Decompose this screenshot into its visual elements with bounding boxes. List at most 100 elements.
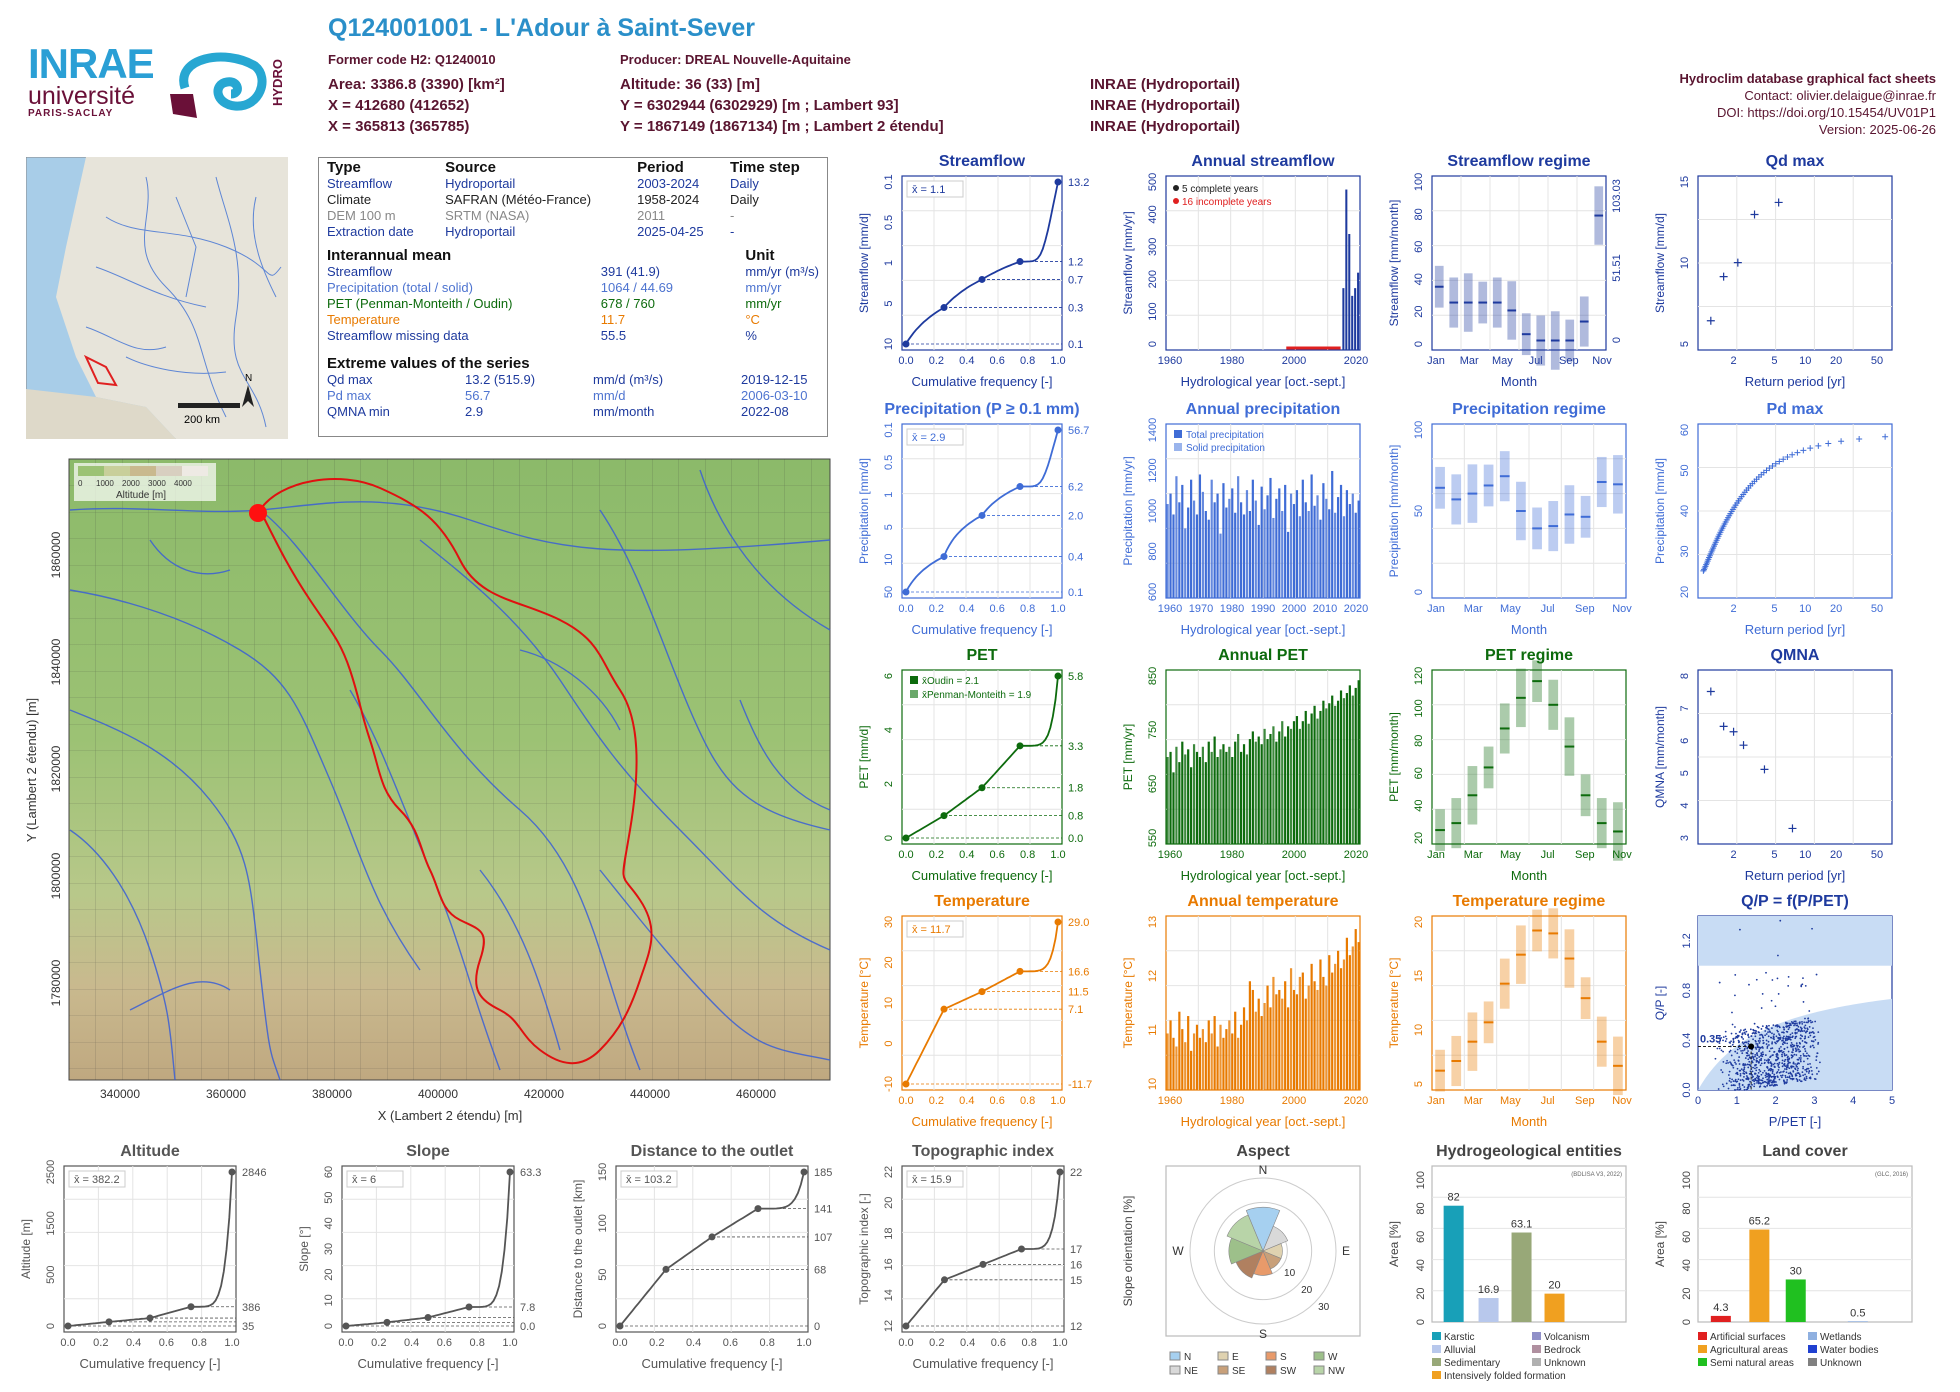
scatter-point xyxy=(1792,1061,1795,1064)
x-tick: 0.6 xyxy=(991,1337,1006,1349)
data-point xyxy=(1731,504,1738,511)
row-cell: 2003-2024 xyxy=(637,176,700,191)
scatter-point xyxy=(1738,1084,1741,1086)
legend-swatch xyxy=(1265,1351,1277,1361)
annual-bar xyxy=(1284,981,1287,1090)
scatter-point xyxy=(1796,1069,1799,1072)
data-point xyxy=(1740,491,1747,498)
scatter-point xyxy=(1748,983,1750,986)
scatter-point xyxy=(1772,1035,1775,1038)
right-tick: 0.3 xyxy=(1068,303,1083,315)
x-tick: 10 xyxy=(1799,603,1811,615)
legend-swatch xyxy=(1169,1365,1181,1375)
scatter-point xyxy=(1781,1074,1784,1077)
regime-range xyxy=(1550,311,1560,370)
annual-bar xyxy=(1166,757,1169,844)
scatter-point xyxy=(1789,1033,1792,1036)
annual-bar xyxy=(1251,989,1254,1090)
y-tick: 50 xyxy=(1413,505,1425,517)
scatter-point xyxy=(1780,1071,1782,1073)
mean-label: x̄ = 11.7 xyxy=(912,924,951,936)
scatter-point xyxy=(1773,1062,1776,1065)
scatter-point xyxy=(1772,1063,1775,1066)
scatter-point xyxy=(1736,1052,1739,1054)
right-tick: 13.2 xyxy=(1068,177,1089,189)
y-tick: 80 xyxy=(1413,208,1425,220)
x-tick: Nov xyxy=(1612,849,1632,861)
scatter-point xyxy=(1793,1053,1796,1056)
scatter-point xyxy=(1771,1081,1774,1084)
scatter-point xyxy=(1758,1048,1761,1051)
regime-range xyxy=(1499,703,1510,754)
annual-bar xyxy=(1210,751,1213,844)
annual-bar xyxy=(1254,1011,1257,1090)
ring-label: 20 xyxy=(1301,1285,1313,1296)
unit-head: Unit xyxy=(745,247,775,264)
contact[interactable]: Contact: olivier.delaigue@inrae.fr xyxy=(1744,88,1936,103)
scatter-point xyxy=(1730,1084,1733,1087)
scatter-point xyxy=(1777,1039,1780,1042)
annual-bar xyxy=(1345,937,1349,1090)
annual-bar xyxy=(1228,498,1231,598)
scatter-point xyxy=(1741,1032,1744,1035)
data-point xyxy=(1739,741,1748,750)
scatter-point xyxy=(1762,1077,1764,1080)
y-tick: 30 xyxy=(1679,545,1691,557)
former-code: Former code H2: Q1240010 xyxy=(328,52,496,67)
scatter-point xyxy=(1784,1068,1786,1070)
scatter-point xyxy=(1779,1038,1781,1040)
data-point xyxy=(1708,548,1715,555)
scatter-point xyxy=(1754,1046,1757,1049)
doi[interactable]: DOI: https://doi.org/10.15454/UV01P1 xyxy=(1717,105,1936,120)
x-tick: 400000 xyxy=(418,1087,458,1101)
y-axis-label: Slope orientation [%] xyxy=(1121,1196,1135,1307)
plot-frame xyxy=(901,669,1063,845)
annual-bar xyxy=(1181,1029,1184,1090)
annual-bar xyxy=(1351,695,1354,844)
scatter-point xyxy=(1738,1082,1741,1085)
scatter-point xyxy=(1773,1080,1776,1083)
plot-frame xyxy=(1431,1165,1627,1323)
data-point xyxy=(1718,527,1725,534)
annual-bar xyxy=(1213,502,1216,598)
scatter-point xyxy=(1791,1077,1794,1080)
scatter-point xyxy=(1783,1082,1786,1085)
scatter-point xyxy=(1756,1025,1759,1028)
data-point xyxy=(1784,454,1791,461)
scatter-point xyxy=(1765,1033,1768,1035)
y-tick: 100 xyxy=(1147,302,1159,320)
mean-label: x̄ = 103.2 xyxy=(626,1174,672,1186)
annual-bar xyxy=(1319,710,1322,844)
category-bar xyxy=(1785,1279,1806,1322)
scatter-point xyxy=(1803,1026,1806,1029)
scatter-point xyxy=(1786,1056,1789,1059)
x-tick: 0.8 xyxy=(470,1337,485,1349)
row-cell: mm/d (m³/s) xyxy=(593,372,664,387)
data-point xyxy=(1729,727,1738,736)
row-cell: SAFRAN (Météo-France) xyxy=(445,192,592,207)
data-point xyxy=(1719,272,1728,281)
row-cell: 11.7 xyxy=(600,312,626,327)
universite-logo: université xyxy=(28,82,135,110)
plot-frame xyxy=(615,1165,809,1333)
scatter-point xyxy=(1720,1069,1723,1071)
annual-bar xyxy=(1336,497,1340,598)
scatter-point xyxy=(1783,1081,1786,1083)
scatter-point xyxy=(1788,1076,1791,1079)
scatter-point xyxy=(1775,1053,1778,1056)
data-point xyxy=(1707,550,1714,557)
scatter-point xyxy=(1796,1058,1799,1061)
cdf-curve xyxy=(905,181,1059,345)
y-tick: 15 xyxy=(1679,176,1691,188)
right-tick: 16 xyxy=(1070,1259,1082,1271)
scatter-point xyxy=(1778,1078,1781,1081)
scatter-point xyxy=(1788,1024,1791,1027)
scatter-point xyxy=(1727,1087,1730,1090)
scatter-point xyxy=(1778,1033,1780,1035)
scatter-point xyxy=(1736,1071,1738,1074)
quantile-point xyxy=(902,588,910,596)
row-cell: 1958-2024 xyxy=(637,192,700,207)
x-tick: 0.6 xyxy=(990,355,1005,367)
y-tick: 40 xyxy=(1413,273,1425,285)
scatter-point xyxy=(1757,1081,1760,1084)
